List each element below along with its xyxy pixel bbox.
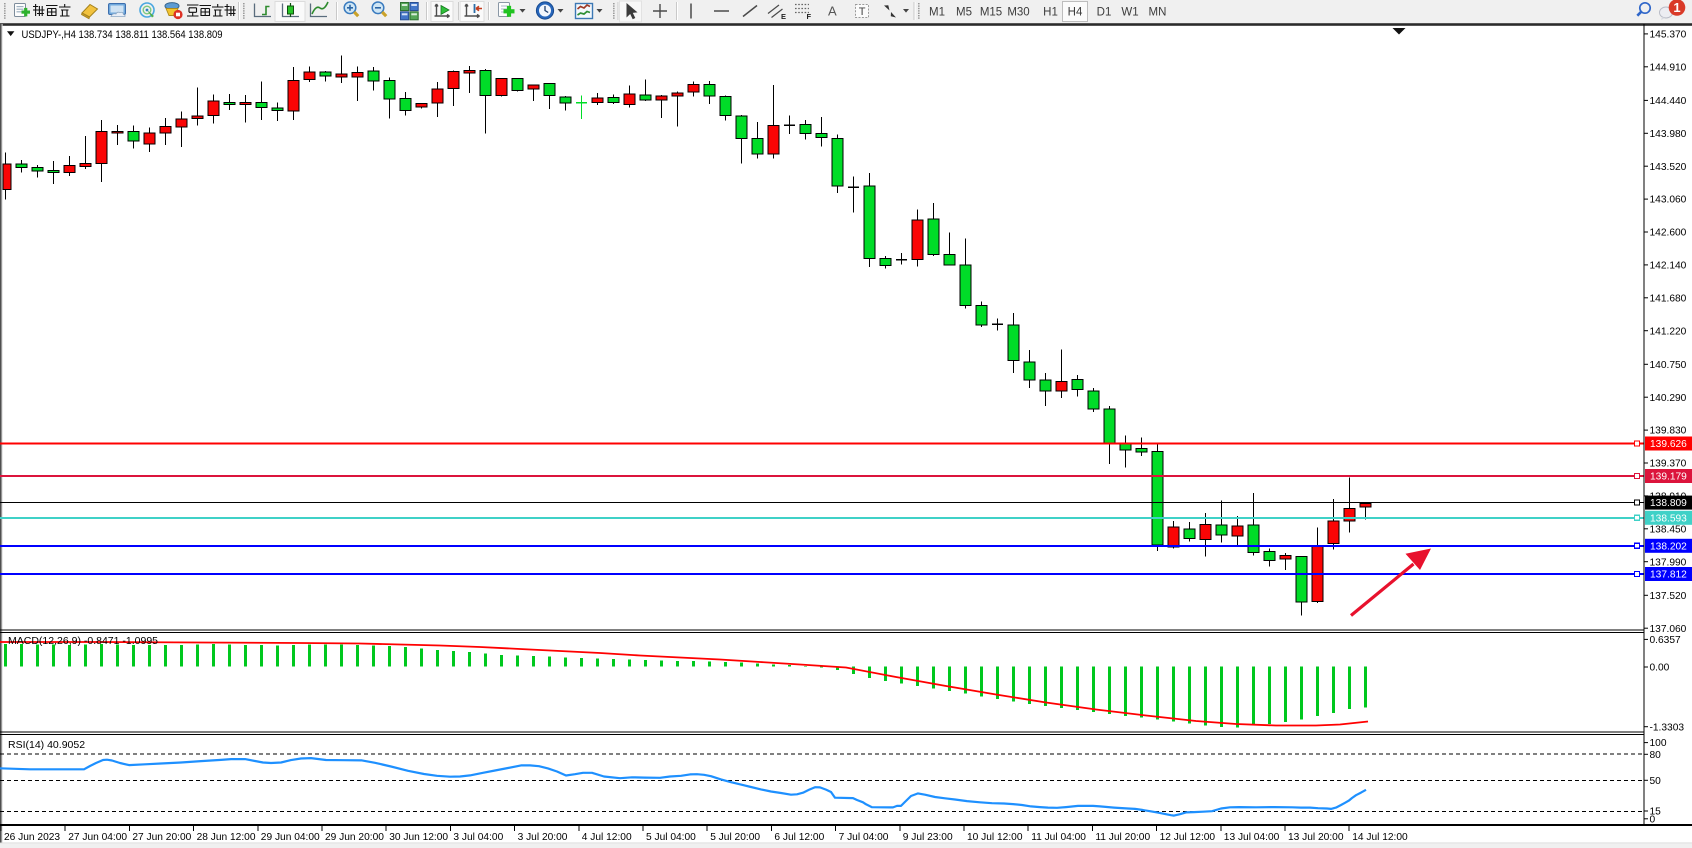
svg-text:140.290: 140.290 (1650, 393, 1687, 404)
svg-text:139.370: 139.370 (1650, 459, 1687, 470)
svg-text:MACD(12,26,9) -0.8471 -1.0995: MACD(12,26,9) -0.8471 -1.0995 (8, 635, 158, 647)
svg-text:144.910: 144.910 (1650, 62, 1687, 73)
svg-text:142.140: 142.140 (1650, 261, 1687, 272)
svg-text:H4: H4 (1068, 7, 1083, 19)
svg-text:9 Jul 23:00: 9 Jul 23:00 (903, 832, 953, 843)
svg-text:50: 50 (1650, 776, 1662, 787)
svg-text:29 Jun 20:00: 29 Jun 20:00 (325, 832, 384, 843)
svg-text:139.179: 139.179 (1650, 472, 1687, 483)
svg-text:M1: M1 (929, 7, 945, 19)
svg-text:137.990: 137.990 (1650, 557, 1687, 568)
svg-text:RSI(14) 40.9052: RSI(14) 40.9052 (8, 739, 85, 751)
svg-text:28 Jun 12:00: 28 Jun 12:00 (197, 832, 256, 843)
svg-text:3 Jul 04:00: 3 Jul 04:00 (453, 832, 503, 843)
svg-text:7 Jul 04:00: 7 Jul 04:00 (839, 832, 889, 843)
svg-text:141.220: 141.220 (1650, 326, 1687, 337)
svg-text:0.6357: 0.6357 (1650, 635, 1681, 646)
svg-text:M15: M15 (980, 7, 1002, 19)
svg-text:139.626: 139.626 (1650, 439, 1687, 450)
svg-text:E: E (781, 12, 786, 21)
svg-text:137.060: 137.060 (1650, 624, 1687, 635)
svg-text:0: 0 (1650, 814, 1656, 825)
svg-text:H1: H1 (1043, 7, 1058, 19)
svg-text:6 Jul 12:00: 6 Jul 12:00 (774, 832, 824, 843)
svg-text:143.520: 143.520 (1650, 162, 1687, 173)
svg-text:80: 80 (1650, 750, 1662, 761)
svg-text:141.680: 141.680 (1650, 293, 1687, 304)
svg-text:0.00: 0.00 (1650, 663, 1670, 674)
svg-text:11 Jul 04:00: 11 Jul 04:00 (1031, 832, 1086, 843)
svg-text:143.060: 143.060 (1650, 195, 1687, 206)
svg-text:145.370: 145.370 (1650, 30, 1687, 41)
svg-text:M5: M5 (956, 7, 972, 19)
svg-text:139.830: 139.830 (1650, 426, 1687, 437)
svg-text:140.750: 140.750 (1650, 360, 1687, 371)
svg-text:27 Jun 20:00: 27 Jun 20:00 (132, 832, 191, 843)
svg-text:USDJPY-,H4 138.734 138.811 13: USDJPY-,H4 138.734 138.811 138.564 138.8… (22, 29, 223, 41)
svg-text:138.202: 138.202 (1650, 541, 1687, 552)
svg-text:143.980: 143.980 (1650, 129, 1687, 140)
svg-text:13 Jul 20:00: 13 Jul 20:00 (1288, 832, 1344, 843)
svg-text:30 Jun 12:00: 30 Jun 12:00 (389, 832, 448, 843)
svg-text:15: 15 (1650, 807, 1662, 818)
svg-text:10 Jul 12:00: 10 Jul 12:00 (967, 832, 1023, 843)
svg-text:1: 1 (1673, 0, 1680, 15)
svg-text:137.812: 137.812 (1650, 570, 1687, 581)
svg-text:5 Jul 04:00: 5 Jul 04:00 (646, 832, 696, 843)
svg-text:13 Jul 04:00: 13 Jul 04:00 (1224, 832, 1280, 843)
svg-text:5 Jul 20:00: 5 Jul 20:00 (710, 832, 760, 843)
svg-text:100: 100 (1650, 738, 1667, 749)
svg-text:-1.3303: -1.3303 (1650, 722, 1685, 733)
svg-text:4 Jul 12:00: 4 Jul 12:00 (582, 832, 632, 843)
svg-text:138.450: 138.450 (1650, 524, 1687, 535)
svg-text:MN: MN (1149, 7, 1167, 19)
svg-text:A: A (828, 4, 837, 19)
svg-text:F: F (807, 12, 812, 21)
svg-text:138.809: 138.809 (1650, 498, 1687, 509)
svg-text:142.600: 142.600 (1650, 228, 1687, 239)
svg-text:27 Jun 04:00: 27 Jun 04:00 (68, 832, 127, 843)
svg-text:29 Jun 04:00: 29 Jun 04:00 (261, 832, 320, 843)
svg-text:14 Jul 12:00: 14 Jul 12:00 (1352, 832, 1408, 843)
svg-text:M30: M30 (1007, 7, 1029, 19)
svg-text:144.440: 144.440 (1650, 96, 1687, 107)
svg-text:11 Jul 20:00: 11 Jul 20:00 (1095, 832, 1150, 843)
svg-text:12 Jul 12:00: 12 Jul 12:00 (1160, 832, 1216, 843)
svg-text:W1: W1 (1121, 7, 1138, 19)
svg-text:138.593: 138.593 (1650, 513, 1687, 524)
svg-text:137.520: 137.520 (1650, 591, 1687, 602)
svg-text:D1: D1 (1097, 7, 1112, 19)
svg-text:3 Jul 20:00: 3 Jul 20:00 (518, 832, 568, 843)
svg-text:26 Jun 2023: 26 Jun 2023 (4, 832, 60, 843)
svg-text:T: T (859, 6, 866, 18)
